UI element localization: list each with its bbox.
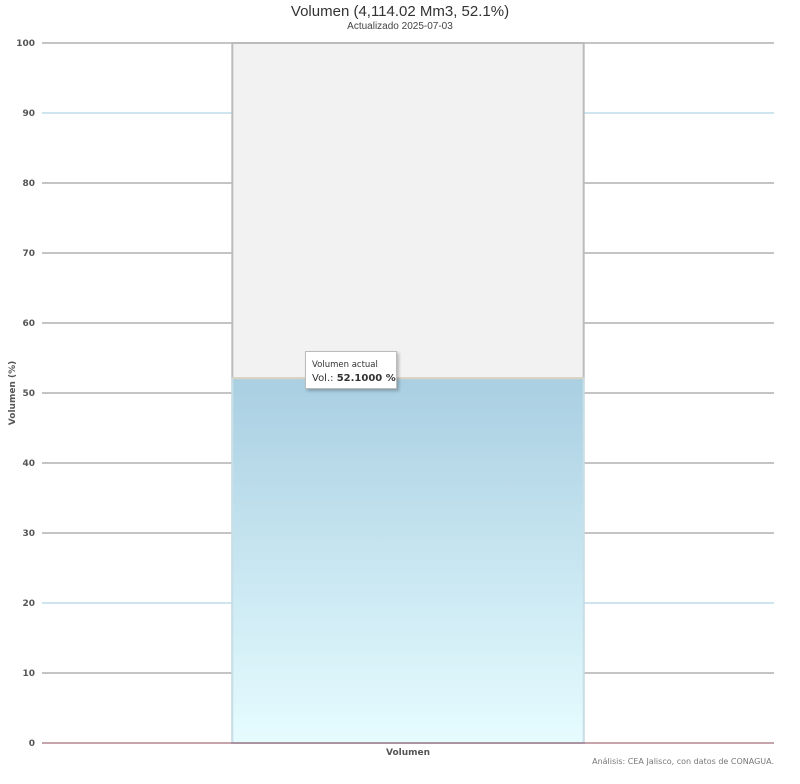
y-tick-label: 0 [29, 739, 35, 749]
y-tick-label: 50 [22, 389, 35, 399]
y-tick-label: 20 [22, 599, 35, 609]
y-axis-label: Volumen (%) [8, 361, 18, 425]
y-tick-label: 90 [22, 109, 35, 119]
chart-subtitle: Actualizado 2025-07-03 [347, 21, 453, 32]
tooltip: Volumen actual Vol.: 52.1000 % [305, 351, 397, 389]
volume-bar [231, 377, 585, 744]
chart-title: Volumen (4,114.02 Mm3, 52.1%) [290, 3, 510, 20]
y-tick-label: 80 [22, 179, 35, 189]
y-tick-label: 70 [22, 249, 35, 259]
y-tick-label: 100 [16, 39, 35, 49]
y-tick-label: 40 [22, 459, 35, 469]
credits[interactable]: Análisis: CEA Jalisco, con datos de CONA… [592, 757, 774, 766]
tooltip-series: Volumen actual [312, 360, 378, 370]
x-tick-label: Volumen [386, 748, 430, 758]
y-tick-label: 60 [22, 319, 35, 329]
y-tick-label: 30 [22, 529, 35, 539]
tooltip-label: Vol.: [312, 373, 334, 384]
y-tick-label: 10 [22, 669, 35, 679]
tooltip-value: 52.1000 % [336, 373, 396, 384]
